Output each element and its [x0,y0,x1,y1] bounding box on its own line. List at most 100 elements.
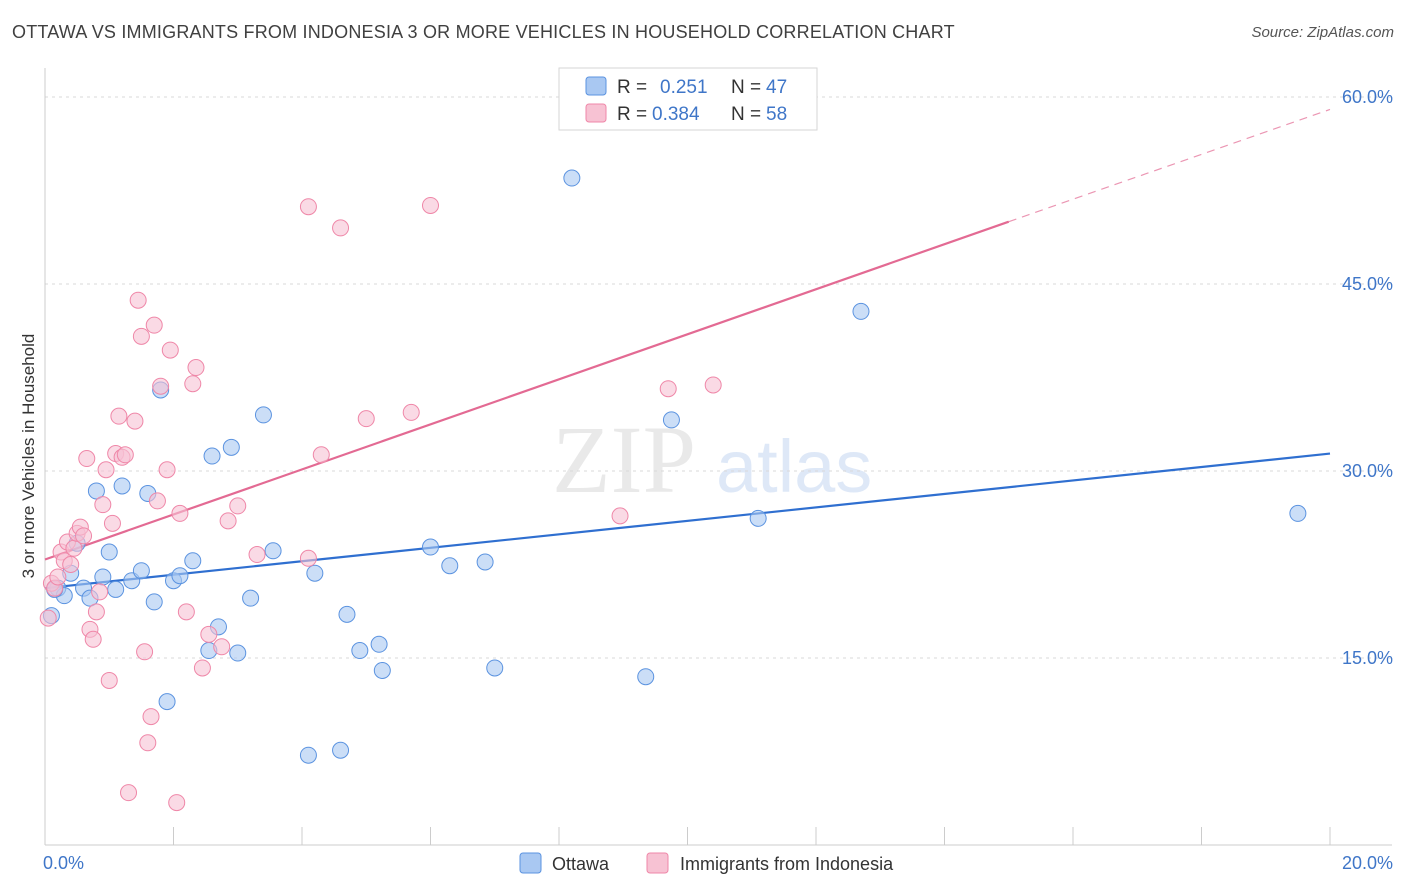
y-axis-title: 3 or more Vehicles in Household [19,334,38,579]
indonesia-point [200,625,218,643]
ottawa-point [332,741,350,759]
indonesia-point [299,198,317,216]
indonesia-point [152,377,170,395]
ottawa-point [637,668,655,686]
indonesia-point [142,708,160,726]
series-legend: Ottawa Immigrants from Indonesia [519,852,894,874]
indonesia-point [100,671,118,689]
ottawa-trend-line [44,452,1331,590]
indonesia-point [126,412,144,430]
chart-source: Source: ZipAtlas.com [1251,24,1394,41]
indonesia-point [110,407,128,425]
ottawa-point [351,642,369,660]
indonesia-point [87,603,105,621]
data-points [39,169,1307,812]
y-tick-label: 15.0% [1342,648,1393,668]
ottawa-point [158,693,176,711]
legend-swatch-ottawa [585,76,607,96]
correlation-legend: R = 0.251 N = 47 R = 0.384 N = 58 [558,67,818,131]
indonesia-point [704,376,722,394]
indonesia-point [611,507,629,525]
watermark-atlas: atlas [716,425,872,508]
ottawa-point [107,580,125,598]
indonesia-point [422,196,439,214]
ottawa-point [254,406,272,424]
ottawa-point [662,411,680,429]
indonesia-point [49,568,67,586]
indonesia-point [78,450,96,468]
ottawa-point [1289,504,1307,522]
ottawa-point [264,542,282,560]
indonesia-point [161,341,179,359]
indonesia-point [171,504,189,522]
ottawa-point [222,438,240,456]
x-tick-label: 20.0% [1342,853,1393,873]
indonesia-point [145,316,163,334]
indonesia-point [91,583,109,601]
y-tick-label: 60.0% [1342,87,1393,107]
indonesia-point [219,512,237,530]
indonesia-point [62,556,80,573]
indonesia-point [103,514,121,532]
bottom-legend-swatch-ottawa [519,852,542,874]
ottawa-point [184,552,202,570]
indonesia-trend-line [44,220,1010,561]
indonesia-point [229,497,247,515]
ottawa-point [242,589,260,607]
ottawa-point [476,553,494,571]
ottawa-point [852,302,870,320]
ottawa-point [306,564,324,582]
legend-r-value-indonesia: 0.384 [652,104,700,125]
ottawa-point [486,659,504,677]
trend-lines [44,108,1331,590]
indonesia-point [129,291,147,309]
ottawa-point [422,538,439,556]
ottawa-point [113,477,131,495]
indonesia-point [84,630,102,648]
ottawa-point [749,509,767,527]
ottawa-point [203,447,221,465]
indonesia-point [184,375,202,393]
chart-title: OTTAWA VS IMMIGRANTS FROM INDONESIA 3 OR… [12,22,955,42]
ottawa-point [171,567,189,585]
tick-labels: 15.0% 30.0% 45.0% 60.0% 0.0% 20.0% [43,87,1393,873]
ottawa-point [373,661,391,679]
bottom-legend-label-indonesia: Immigrants from Indonesia [680,854,894,874]
indonesia-point [193,659,211,677]
indonesia-point [357,410,375,428]
indonesia-trend-extension [1008,108,1331,223]
indonesia-point [139,734,157,752]
indonesia-point [94,496,112,514]
indonesia-point [248,546,266,564]
ottawa-point [563,169,581,187]
legend-swatch-indonesia [585,103,607,123]
indonesia-point [659,380,677,398]
indonesia-point [136,643,154,661]
ottawa-point [370,635,388,653]
bottom-legend-swatch-indonesia [646,852,669,874]
indonesia-point [120,784,138,802]
grid-lines [45,96,1392,659]
indonesia-point [97,461,115,479]
ottawa-point [87,482,105,500]
indonesia-point [187,359,205,377]
indonesia-point [148,492,166,510]
indonesia-point [132,327,150,345]
axes [44,68,1392,846]
indonesia-point [75,527,93,545]
legend-r-label-ottawa: R = [617,77,647,98]
ottawa-point [145,593,163,611]
y-tick-label: 45.0% [1342,274,1393,294]
indonesia-point [168,794,186,812]
indonesia-point [158,461,176,479]
indonesia-point [332,219,350,237]
ottawa-point [100,543,118,561]
ottawa-point [338,605,356,623]
legend-n-label-ottawa: N = [731,77,761,98]
legend-r-label-indonesia: R = [617,104,647,125]
indonesia-point [312,446,330,464]
indonesia-point [402,403,420,421]
indonesia-point [39,609,57,627]
ottawa-point [299,746,317,764]
indonesia-point [177,603,195,621]
